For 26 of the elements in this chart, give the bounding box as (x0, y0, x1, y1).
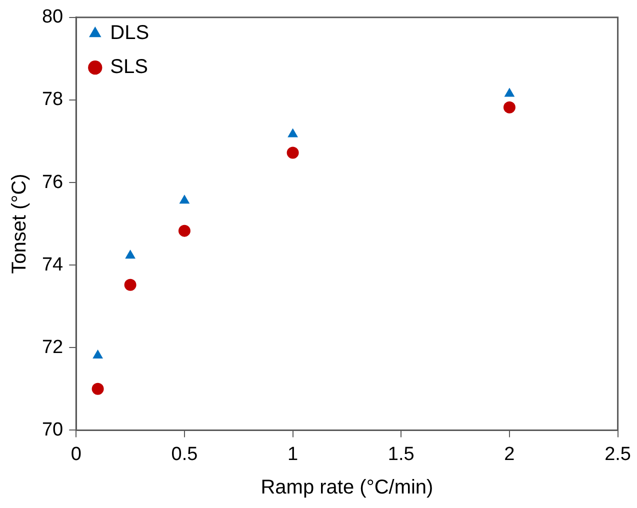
point (286, 146, 299, 159)
x-tick-label: 1 (288, 444, 298, 465)
y-tick-label: 78 (42, 89, 64, 110)
x-tick-label: 2 (504, 444, 515, 465)
point (178, 224, 190, 237)
y-tick-label: 72 (42, 336, 64, 358)
y-tick-label: 74 (42, 254, 64, 276)
point (125, 250, 136, 259)
legend-label: SLS (110, 56, 148, 78)
point (92, 349, 103, 358)
point (179, 194, 190, 204)
y-axis-title: Tonset (°C) (8, 174, 31, 274)
x-tick-label: 0 (70, 444, 82, 465)
x-axis-title: Ramp rate (°C/min) (260, 476, 434, 499)
y-tick-label: 76 (42, 172, 64, 193)
legend-label: DLS (110, 22, 150, 44)
x-tick-label: 1.5 (388, 444, 414, 465)
x-tick-label: 2.5 (604, 444, 632, 465)
x-tick-label: 0.5 (171, 444, 198, 465)
point (124, 278, 136, 291)
point (288, 128, 298, 138)
point (92, 382, 104, 395)
point (504, 88, 515, 97)
y-tick-label: 70 (42, 419, 64, 440)
y-tick-label: 80 (42, 6, 64, 28)
point (503, 101, 516, 114)
